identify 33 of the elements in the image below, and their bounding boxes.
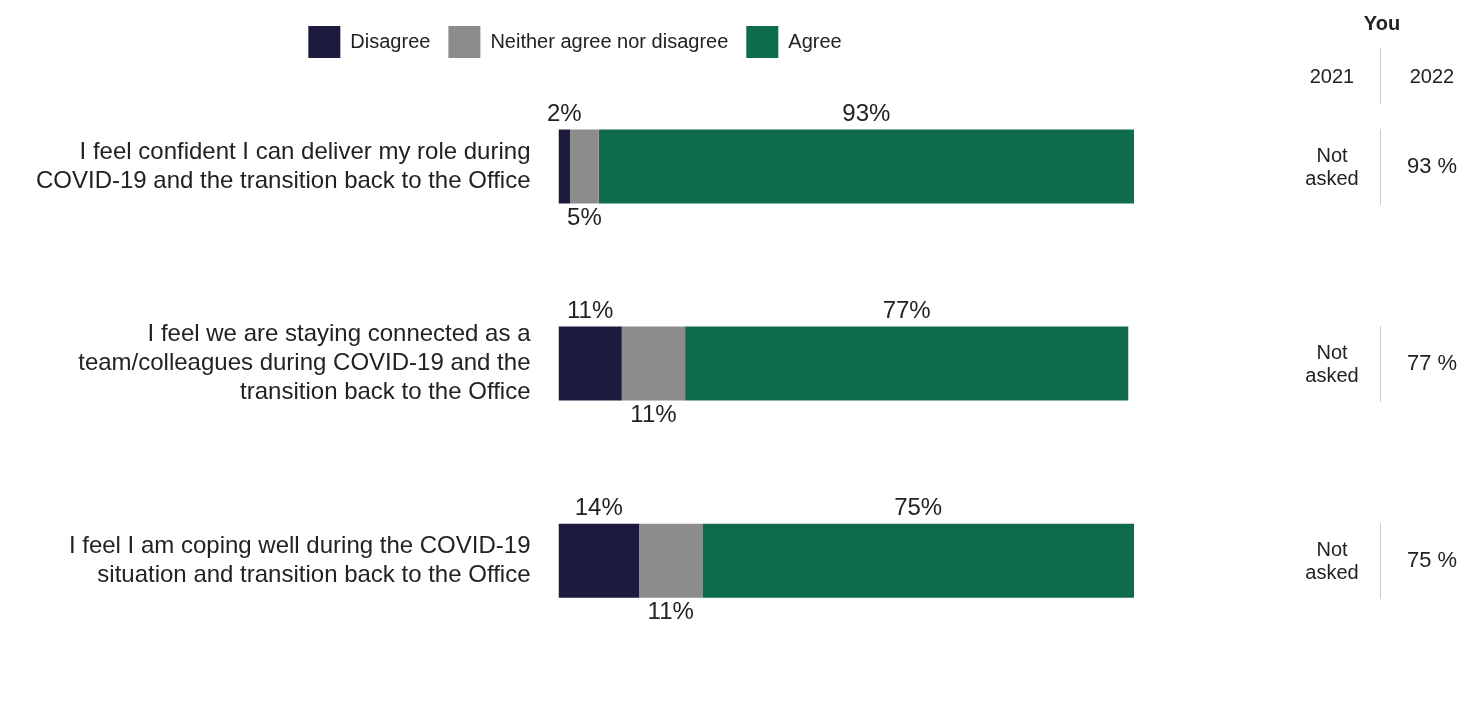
data-label: 11%: [567, 296, 614, 324]
text: 75 %: [1405, 546, 1459, 573]
data-label: 2%: [546, 99, 582, 127]
data-label: 75%: [894, 493, 943, 521]
legend-label: Neither agree nor disagree: [490, 29, 729, 52]
data-label: 5%: [567, 203, 602, 231]
data-label: 14%: [574, 493, 623, 521]
bar: [558, 523, 640, 598]
bar: [558, 326, 622, 401]
y-tick-label: I feel confident I can deliver my role during COVID-19 and the transition back to the Office: [36, 136, 531, 193]
legend-label: Disagree: [350, 29, 431, 52]
bar: [639, 523, 703, 598]
legend-label: Agree: [788, 29, 842, 52]
bar: [702, 523, 1134, 598]
data-label: 93%: [842, 99, 891, 127]
text: 77 %: [1405, 349, 1459, 376]
data-label: 77%: [882, 296, 931, 324]
text: You: [1362, 12, 1402, 35]
bar: [598, 129, 1134, 204]
y-tick-label: I feel I am coping well during the COVID-19 situation and transition back to the Office: [68, 530, 531, 587]
text: 2021: [1284, 48, 1381, 104]
text: Not asked: [1304, 537, 1360, 584]
bar: [558, 129, 570, 204]
text: Not asked: [1304, 340, 1360, 387]
bar: [685, 326, 1129, 401]
text: Not asked: [1304, 143, 1360, 190]
bar: [621, 326, 686, 401]
bar: [570, 129, 599, 204]
text: 93 %: [1405, 152, 1459, 179]
text: 2022: [1408, 64, 1456, 89]
data-label: 11%: [647, 597, 694, 625]
y-tick-label: I feel we are staying connected as a team/colleagues during COVID-19 and the transition back to the Office: [78, 319, 532, 405]
data-label: 11%: [630, 400, 677, 428]
